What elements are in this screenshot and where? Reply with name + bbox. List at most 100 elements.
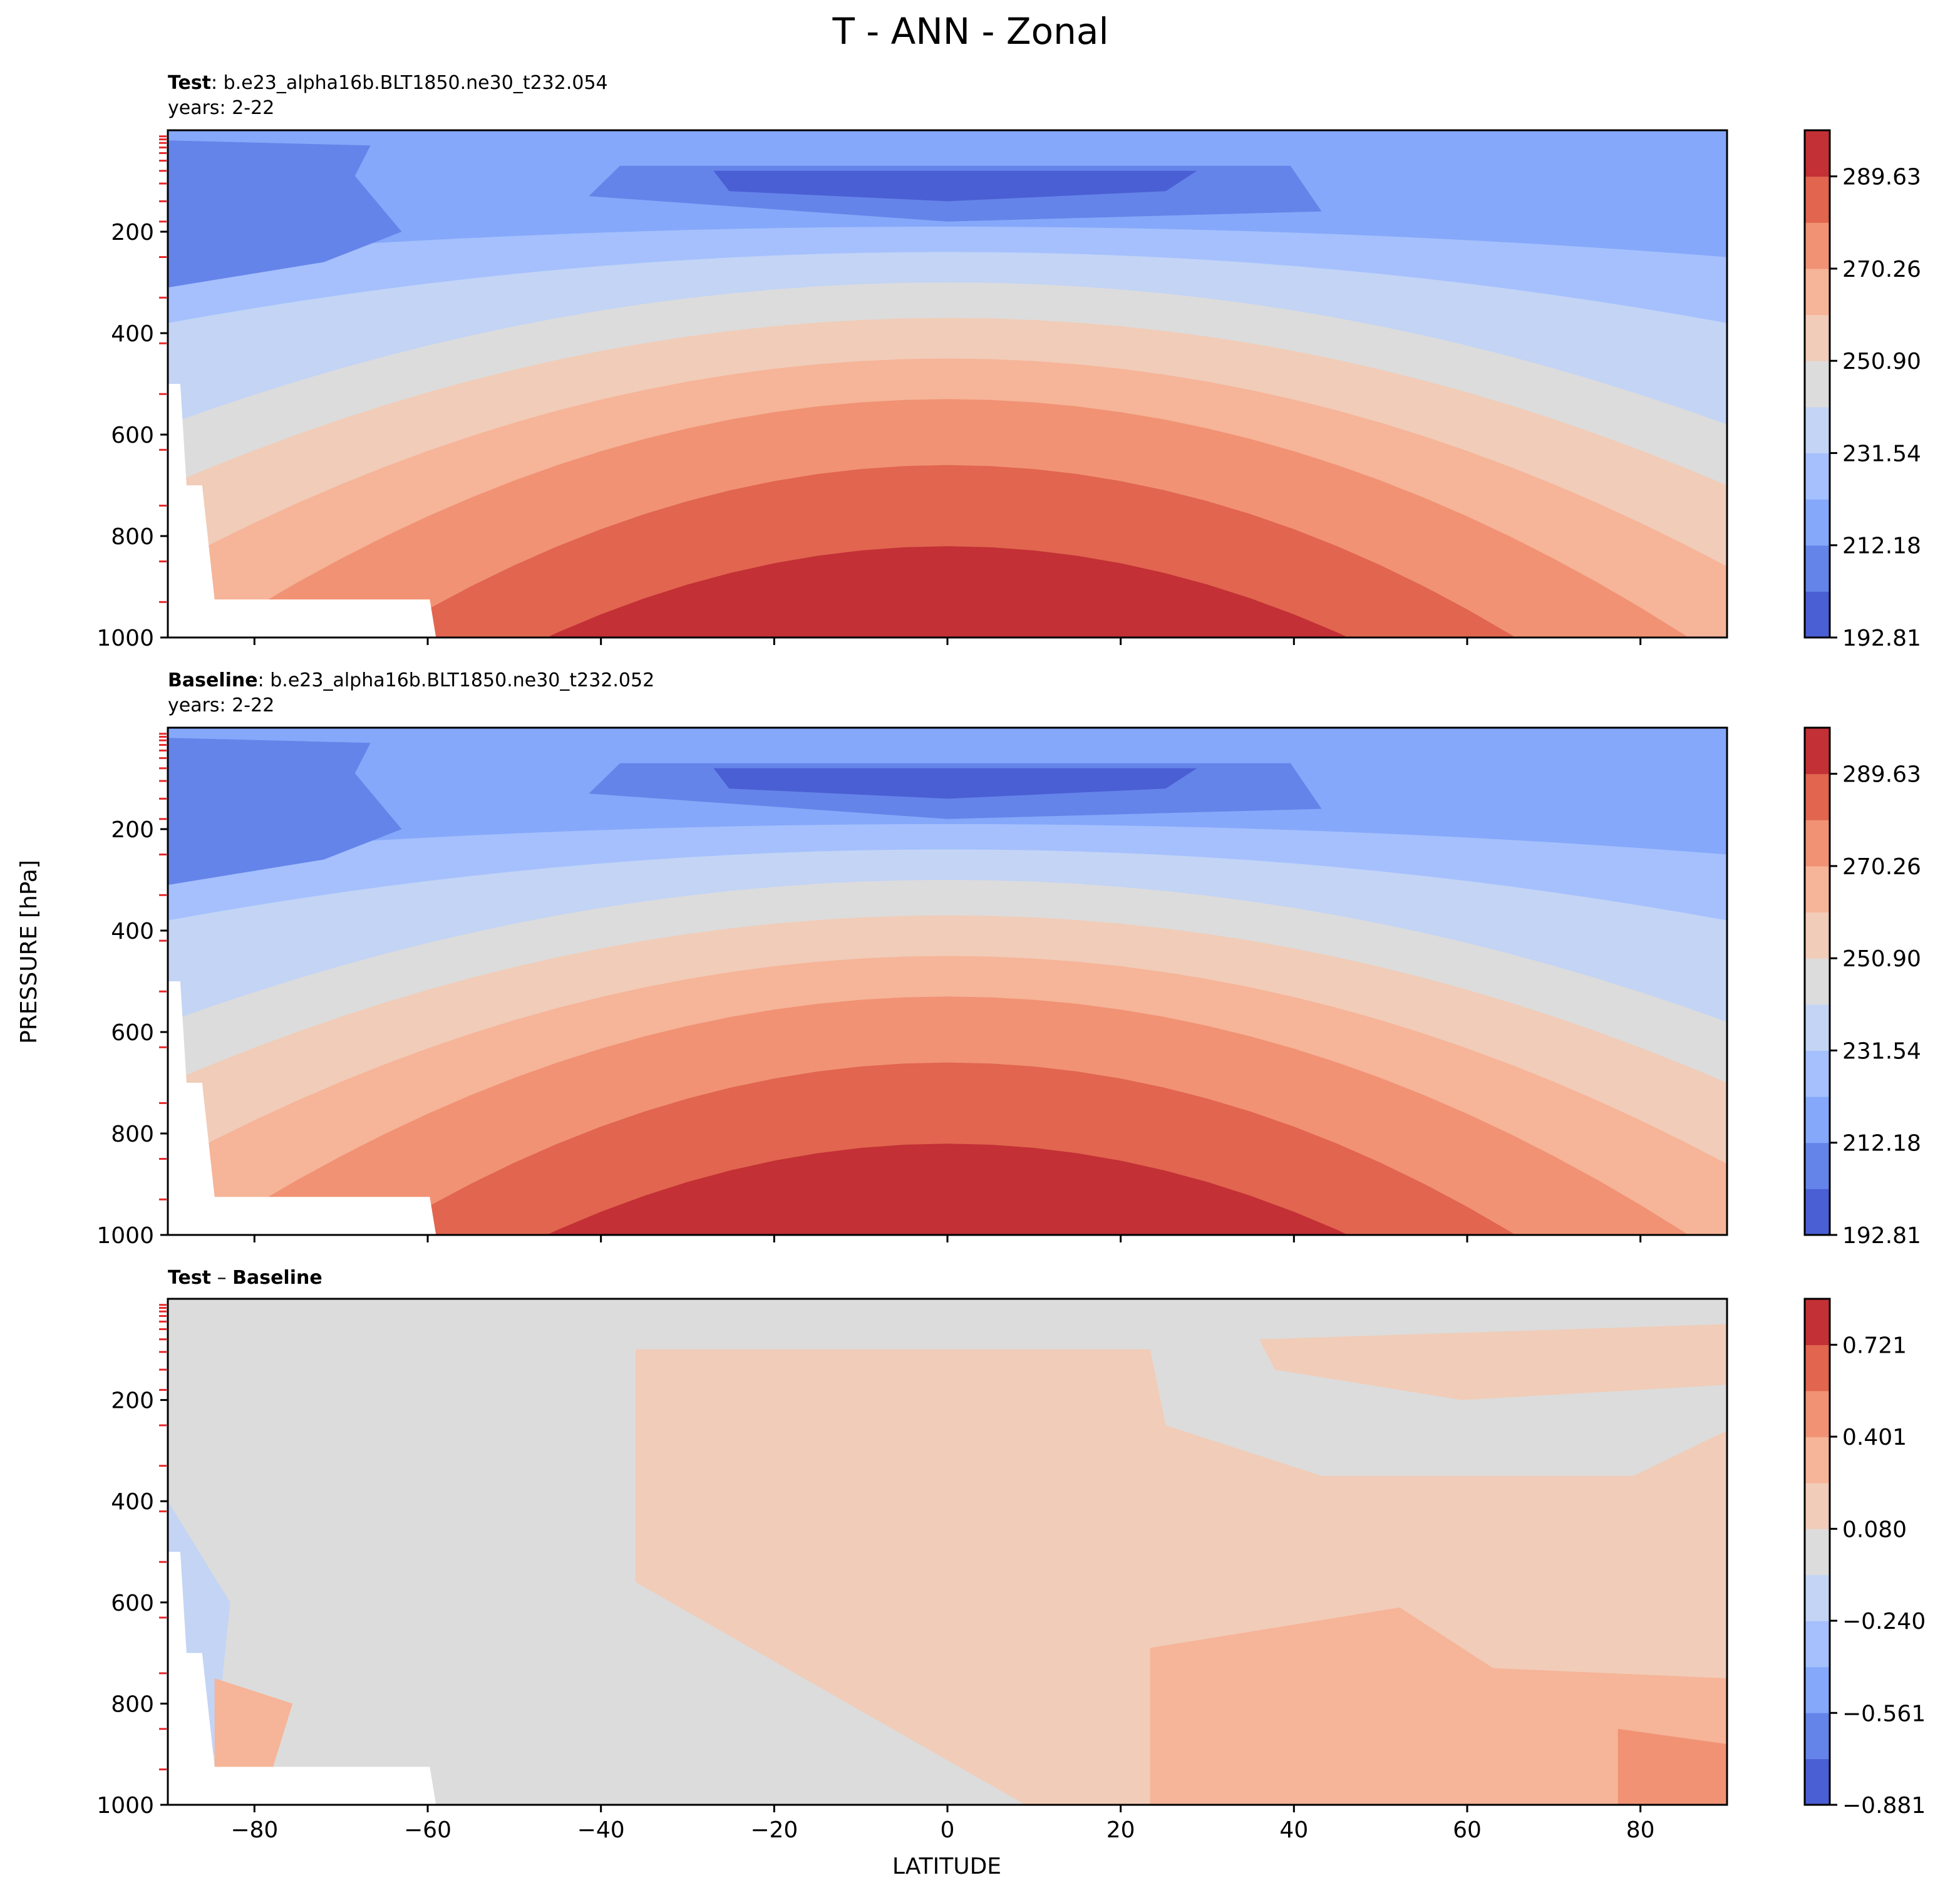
colorbar-tick-label: 192.81 bbox=[1842, 626, 1921, 651]
colorbar-swatch bbox=[1805, 912, 1830, 959]
y-tick-label: 600 bbox=[111, 423, 154, 448]
panel-baseline-years: years: 2-22 bbox=[168, 694, 274, 716]
contour-field bbox=[168, 728, 1727, 1235]
colorbar-swatch bbox=[1805, 361, 1830, 408]
contour-band bbox=[168, 738, 402, 885]
x-tick-label: 20 bbox=[1106, 1817, 1135, 1843]
contour-band bbox=[168, 318, 1727, 607]
topography-mask bbox=[168, 1552, 436, 1805]
colorbar-swatch bbox=[1805, 1666, 1830, 1713]
panel-test-label-bold: Test bbox=[168, 72, 211, 94]
colorbar-swatch bbox=[1805, 545, 1830, 592]
contour-band bbox=[713, 170, 1197, 202]
y-tick-label: 800 bbox=[111, 1691, 154, 1717]
topography-mask bbox=[168, 981, 436, 1235]
colorbar-tick-label: 0.721 bbox=[1842, 1333, 1907, 1358]
x-tick-label: −40 bbox=[577, 1817, 625, 1843]
y-tick-label: 1000 bbox=[96, 1223, 154, 1249]
panel-baseline-subtitle: Baseline: b.e23_alpha16b.BLT1850.ne30_t2… bbox=[168, 669, 654, 691]
colorbar-tick-label: 231.54 bbox=[1842, 1038, 1921, 1064]
colorbar-swatch bbox=[1805, 1142, 1830, 1189]
contour-band bbox=[1259, 1324, 1727, 1400]
colorbar-swatch bbox=[1805, 222, 1830, 269]
x-tick-label: 0 bbox=[941, 1817, 955, 1843]
colorbar-tick-label: −0.561 bbox=[1842, 1701, 1926, 1727]
y-tick-label: 400 bbox=[111, 321, 154, 347]
y-tick-label: 600 bbox=[111, 1020, 154, 1046]
colorbar-swatch bbox=[1805, 1529, 1830, 1576]
panel-diff-label-bold: Test bbox=[168, 1267, 211, 1289]
colorbar-swatch bbox=[1805, 1758, 1830, 1805]
y-tick-label: 800 bbox=[111, 524, 154, 550]
colorbar-swatch bbox=[1805, 1299, 1830, 1345]
contour-field bbox=[168, 1299, 1727, 1805]
colorbar-swatch bbox=[1805, 1390, 1830, 1437]
colorbar-swatch bbox=[1805, 499, 1830, 546]
colorbar-frame bbox=[1803, 726, 1831, 1236]
panel-test-plot: 200 400 600 800 1000 192.81 212.18 231.54 250.90… bbox=[96, 129, 1921, 651]
colorbar-swatch bbox=[1805, 1097, 1830, 1144]
colorbar-swatch bbox=[1805, 176, 1830, 223]
colorbar-frame bbox=[1803, 1298, 1831, 1806]
x-tick-label: 60 bbox=[1453, 1817, 1482, 1843]
contour-band bbox=[168, 140, 402, 288]
colorbar-swatch bbox=[1805, 406, 1830, 453]
colorbar-swatch bbox=[1805, 1189, 1830, 1236]
colorbar-tick-label: 212.18 bbox=[1842, 1131, 1921, 1157]
colorbar-tick-label: 270.26 bbox=[1842, 854, 1921, 880]
colorbar-swatch bbox=[1805, 314, 1830, 361]
colorbar-swatch bbox=[1805, 865, 1830, 913]
colorbar-swatch bbox=[1805, 1050, 1830, 1097]
x-tick-label: −60 bbox=[404, 1817, 451, 1843]
contour-field bbox=[168, 130, 1727, 638]
panel-diff-label-bold2: Baseline bbox=[232, 1267, 322, 1289]
colorbar-swatch bbox=[1805, 1713, 1830, 1760]
colorbar-tick-label: 270.26 bbox=[1842, 257, 1921, 282]
contour-band bbox=[168, 130, 1727, 141]
panel-diff-plot: 200 400 600 800 1000 −80 −60 −40 −20 0 20 40 60 80 −0.… bbox=[96, 1298, 1926, 1843]
contour-band bbox=[636, 1349, 1727, 1805]
panel-test-label-rest: : b.e23_alpha16b.BLT1850.ne30_t232.054 bbox=[211, 72, 608, 94]
x-tick-label: 80 bbox=[1626, 1817, 1655, 1843]
colorbar-tick-label: 250.90 bbox=[1842, 946, 1921, 972]
colorbar-tick-label: 0.401 bbox=[1842, 1425, 1907, 1450]
colorbar-tick-label: 192.81 bbox=[1842, 1223, 1921, 1249]
contour-band bbox=[547, 1144, 1348, 1235]
x-axis-label: LATITUDE bbox=[892, 1854, 1001, 1879]
colorbar-swatch bbox=[1805, 268, 1830, 316]
colorbar-tick-label: −0.881 bbox=[1842, 1793, 1926, 1819]
colorbar-swatch bbox=[1805, 453, 1830, 500]
contour-band bbox=[1150, 1607, 1727, 1805]
y-tick-label: 1000 bbox=[96, 1793, 154, 1819]
colorbar-frame bbox=[1803, 129, 1831, 639]
x-tick-label: −80 bbox=[230, 1817, 278, 1843]
y-tick-label: 200 bbox=[111, 220, 154, 245]
colorbar-swatch bbox=[1805, 820, 1830, 867]
colorbar-swatch bbox=[1805, 130, 1830, 177]
contour-band bbox=[168, 728, 1727, 738]
panel-baseline: Baseline: b.e23_alpha16b.BLT1850.ne30_t2… bbox=[96, 669, 1921, 1249]
colorbar-swatch bbox=[1805, 1574, 1830, 1621]
y-tick-label: 800 bbox=[111, 1122, 154, 1147]
colorbar-tick-label: 231.54 bbox=[1842, 441, 1921, 467]
topography-mask bbox=[168, 384, 436, 638]
panel-diff-label-rest: – bbox=[211, 1267, 232, 1289]
colorbar-swatch bbox=[1805, 1482, 1830, 1529]
contour-band bbox=[547, 546, 1348, 638]
y-axis-label: PRESSURE [hPa] bbox=[16, 860, 42, 1044]
figure-title: T - ANN - Zonal bbox=[832, 10, 1108, 53]
panel-test-subtitle: Test: b.e23_alpha16b.BLT1850.ne30_t232.0… bbox=[168, 72, 608, 94]
colorbar-tick-label: 0.080 bbox=[1842, 1517, 1907, 1542]
colorbar-tick-label: −0.240 bbox=[1842, 1609, 1926, 1634]
colorbar-swatch bbox=[1805, 1004, 1830, 1051]
panel-baseline-label-rest: : b.e23_alpha16b.BLT1850.ne30_t232.052 bbox=[258, 669, 655, 691]
contour-band bbox=[713, 768, 1197, 799]
contour-band bbox=[168, 915, 1727, 1205]
colorbar-tick-label: 289.63 bbox=[1842, 165, 1921, 190]
panel-test-years: years: 2-22 bbox=[168, 97, 274, 119]
x-tick-label: −20 bbox=[750, 1817, 798, 1843]
x-tick-label: 40 bbox=[1279, 1817, 1308, 1843]
colorbar-swatch bbox=[1805, 773, 1830, 820]
colorbar-tick-label: 212.18 bbox=[1842, 534, 1921, 559]
